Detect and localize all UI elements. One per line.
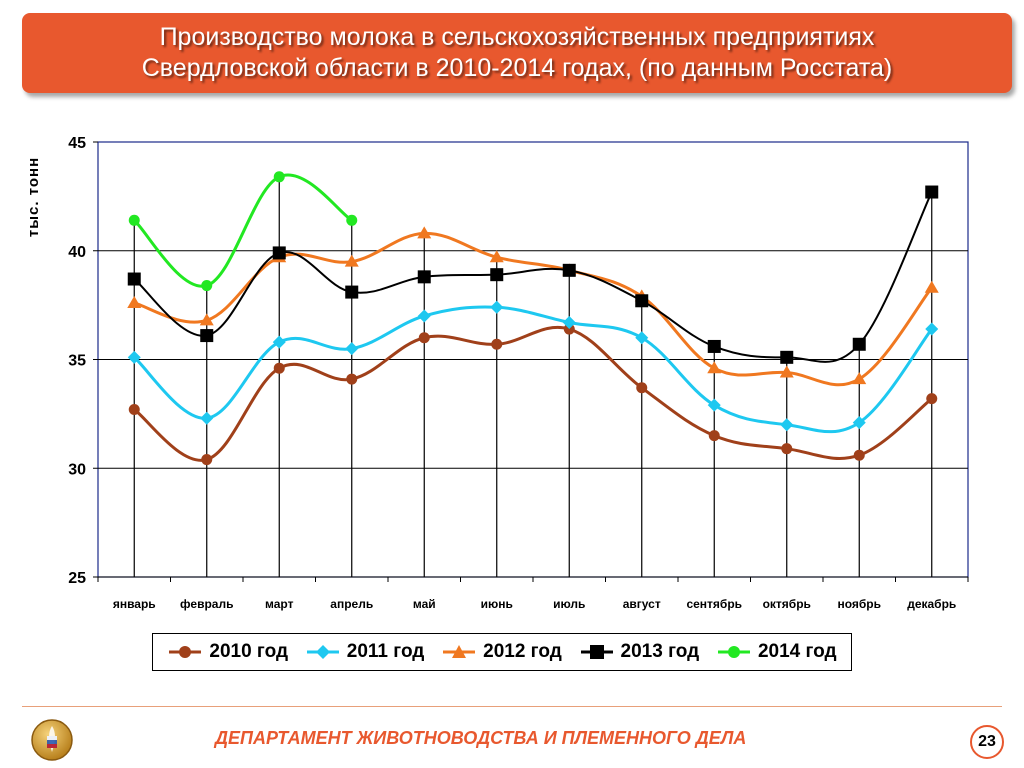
x-tick-label-9: октябрь [763, 597, 811, 611]
series-0-point-3 [346, 373, 358, 385]
series-2-point-0 [127, 295, 142, 308]
series-3-point-9 [780, 350, 794, 364]
series-4-point-3 [346, 214, 358, 226]
milk-production-chart: 25 30 35 40 45 январь февраль март апрель май июнь… [25, 135, 969, 611]
x-tick-label-7: август [623, 597, 661, 611]
legend-label-1: 2011 год [346, 641, 425, 662]
x-tick-label-3: апрель [330, 597, 373, 611]
series-3-point-10 [852, 337, 866, 351]
series-0-point-2 [273, 362, 285, 374]
legend-item-2: 2012 год [441, 641, 562, 663]
y-tick-label-25: 25 [68, 570, 86, 587]
series-3-point-8 [707, 339, 721, 353]
series-2-point-5 [489, 250, 504, 263]
series-3-point-1 [200, 329, 214, 343]
chart-legend: 2010 год 2011 год 2012 год 2013 год 2014 год [152, 633, 852, 671]
series-0-point-0 [128, 404, 140, 416]
series-2-point-10 [852, 372, 867, 385]
legend-item-1: 2011 год [305, 641, 425, 663]
series-1-point-7 [635, 331, 649, 345]
series-3-point-4 [417, 270, 431, 284]
slide-title-line-2: Свердловской области в 2010-2014 годах, … [141, 54, 893, 82]
legend-item-0: 2010 год [167, 641, 288, 663]
y-tick-label-45: 45 [68, 135, 86, 152]
series-1-point-2 [272, 335, 286, 349]
series-3-point-6 [562, 263, 576, 277]
x-tick-label-5: июнь [481, 597, 513, 611]
y-tick-label-35: 35 [68, 353, 86, 370]
x-tick-label-4: май [413, 597, 436, 611]
y-axis-label: тыс. тонн [25, 157, 42, 237]
legend-item-3: 2013 год [579, 641, 700, 663]
legend-label-2: 2012 год [483, 641, 562, 662]
x-tick-label-11: декабрь [907, 597, 956, 611]
series-3-point-3 [345, 285, 359, 299]
series-3-point-7 [635, 294, 649, 308]
series-1-point-6 [562, 316, 576, 330]
x-tick-label-2: март [265, 597, 294, 611]
legend-item-4: 2014 год [716, 641, 837, 663]
slide-title-line-1: Производство молока в сельскохозяйственн… [159, 23, 875, 51]
series-0-point-8 [708, 430, 720, 442]
legend-swatch-3 [580, 645, 613, 659]
series-3-point-0 [127, 272, 141, 286]
department-footer: ДЕПАРТАМЕНТ ЖИВОТНОВОДСТВА И ПЛЕМЕННОГО … [215, 728, 747, 748]
series-1-point-1 [200, 411, 214, 425]
x-tick-label-8: сентябрь [686, 597, 742, 611]
series-2-point-9 [779, 365, 794, 378]
series-0-point-1 [201, 454, 213, 466]
series-2-point-8 [707, 361, 722, 374]
y-tick-label-40: 40 [68, 244, 86, 261]
series-4-line [133, 173, 353, 288]
series-3-line [133, 191, 933, 363]
series-2-point-11 [924, 280, 939, 293]
series-0-point-9 [781, 443, 793, 455]
series-1-point-9 [780, 418, 794, 432]
legend-swatch-0 [169, 646, 202, 658]
series-1-point-8 [707, 398, 721, 412]
series-1-point-11 [925, 322, 939, 336]
series-3-point-2 [272, 246, 286, 260]
title-banner: Производство молока в сельскохозяйственн… [22, 13, 1012, 93]
legend-swatch-4 [717, 646, 750, 658]
series-2-point-1 [199, 313, 214, 326]
series-3-point-11 [925, 185, 939, 199]
series-4-point-0 [128, 214, 140, 226]
y-tick-label-30: 30 [68, 461, 86, 478]
series-0-point-4 [418, 332, 430, 344]
series-1-point-0 [127, 350, 141, 364]
series-2-line [133, 231, 933, 387]
series-1-point-10 [852, 416, 866, 430]
x-tick-label-0: январь [113, 597, 156, 611]
series-3-point-5 [490, 268, 504, 282]
legend-label-3: 2013 год [620, 641, 700, 662]
series-1-point-4 [417, 309, 431, 323]
series-2-point-3 [344, 254, 359, 267]
series-4-point-2 [273, 171, 285, 183]
series-0-point-11 [926, 393, 938, 405]
series-1-point-3 [345, 342, 359, 356]
legend-swatch-1 [306, 645, 339, 659]
wheat-emblem-icon [31, 719, 73, 761]
x-tick-label-10: ноябрь [837, 597, 881, 611]
page-number-badge: 23 [970, 725, 1004, 759]
legend-swatch-2 [443, 645, 476, 658]
x-tick-label-1: февраль [180, 597, 233, 611]
series-0-point-10 [853, 449, 865, 461]
series-1-point-5 [490, 300, 504, 314]
x-tick-label-6: июль [553, 597, 585, 611]
footer-divider [22, 706, 1002, 707]
series-0-point-5 [491, 338, 503, 350]
series-2-point-4 [417, 226, 432, 239]
legend-label-0: 2010 год [209, 641, 289, 662]
series-0-point-7 [636, 382, 648, 394]
series-0-point-6 [563, 323, 575, 335]
series-4-point-1 [201, 280, 213, 292]
series-1-line [133, 305, 933, 434]
legend-label-4: 2014 год [757, 641, 837, 662]
